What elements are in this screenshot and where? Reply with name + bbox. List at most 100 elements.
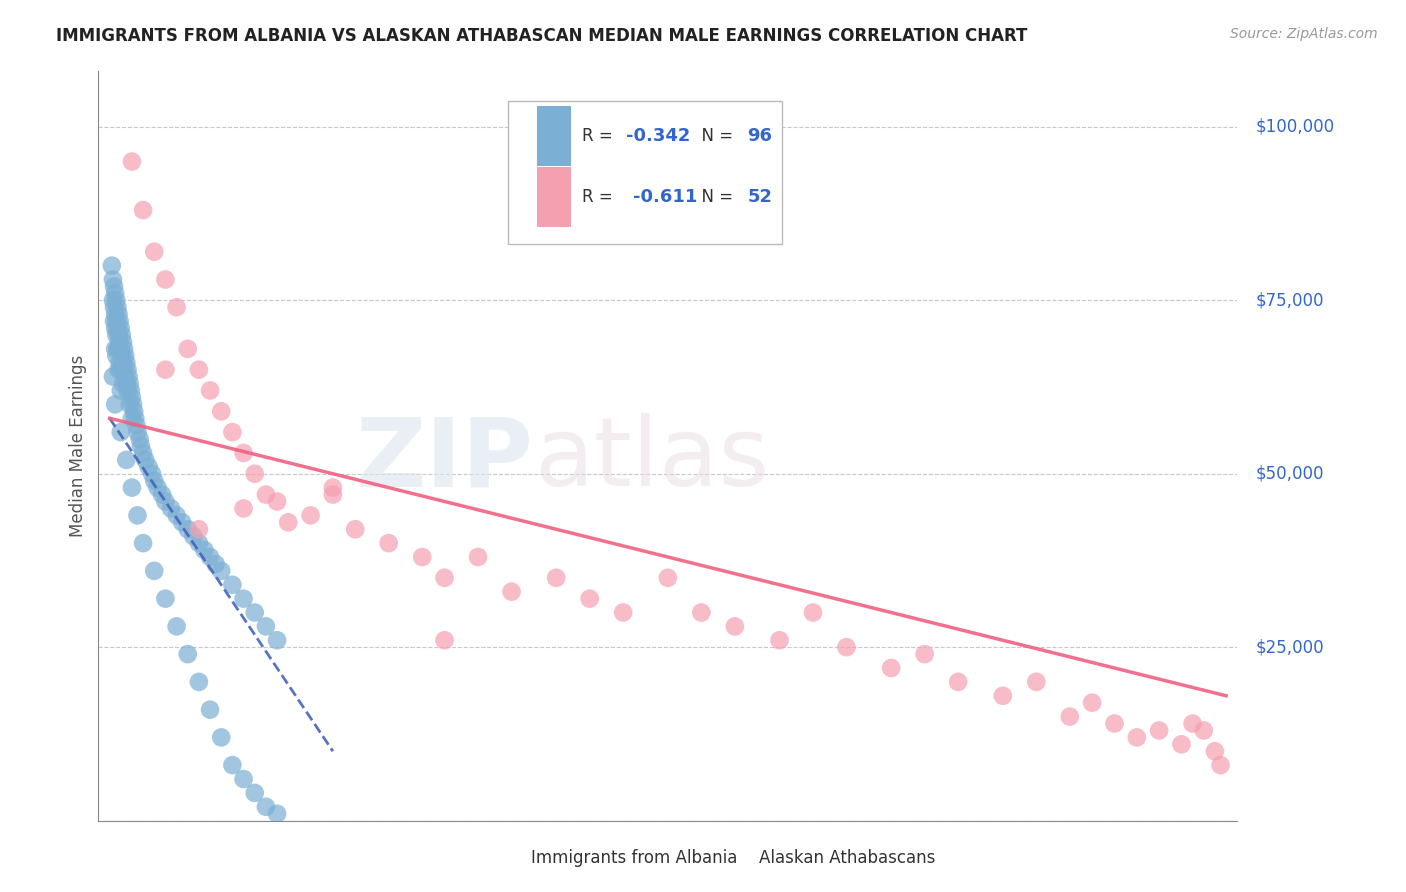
Point xyxy=(1209,758,1232,772)
Point xyxy=(118,376,141,391)
Point xyxy=(172,516,194,530)
Point xyxy=(266,633,288,648)
Point xyxy=(209,404,232,418)
Point xyxy=(1147,723,1170,738)
Point xyxy=(103,300,125,314)
Point xyxy=(107,328,129,343)
Point xyxy=(121,154,143,169)
Point xyxy=(232,772,254,786)
Point xyxy=(117,369,139,384)
Point xyxy=(121,391,143,405)
Point xyxy=(433,571,456,585)
Point xyxy=(134,453,156,467)
Text: Immigrants from Albania: Immigrants from Albania xyxy=(531,849,738,867)
Y-axis label: Median Male Earnings: Median Male Earnings xyxy=(69,355,87,537)
Point xyxy=(105,349,128,363)
Point xyxy=(118,397,141,411)
Point xyxy=(111,349,134,363)
Point xyxy=(143,244,166,259)
Point xyxy=(155,362,177,376)
Point xyxy=(690,606,713,620)
Point xyxy=(232,446,254,460)
Text: IMMIGRANTS FROM ALBANIA VS ALASKAN ATHABASCAN MEDIAN MALE EARNINGS CORRELATION C: IMMIGRANTS FROM ALBANIA VS ALASKAN ATHAB… xyxy=(56,27,1028,45)
Point xyxy=(108,334,131,349)
Point xyxy=(101,369,124,384)
Point xyxy=(501,584,523,599)
Point xyxy=(143,474,166,488)
Point xyxy=(150,487,173,501)
Point xyxy=(299,508,322,523)
Point xyxy=(114,369,136,384)
Point xyxy=(801,606,824,620)
Point xyxy=(1181,716,1204,731)
Point xyxy=(166,508,188,523)
Point xyxy=(143,564,166,578)
Point xyxy=(108,356,131,370)
Text: R =: R = xyxy=(582,127,619,145)
Point xyxy=(155,272,177,286)
Point xyxy=(612,606,634,620)
Point xyxy=(193,543,215,558)
Point xyxy=(204,557,226,571)
Point xyxy=(105,328,128,343)
Point xyxy=(104,321,127,335)
Point xyxy=(121,481,143,495)
Point xyxy=(243,786,266,800)
Point xyxy=(132,446,155,460)
Point xyxy=(107,342,129,356)
Point xyxy=(1204,744,1226,758)
Point xyxy=(155,591,177,606)
Point xyxy=(266,806,288,821)
Point xyxy=(724,619,747,633)
Point xyxy=(177,342,200,356)
Text: atlas: atlas xyxy=(534,413,769,507)
Point xyxy=(103,279,125,293)
Point xyxy=(111,356,134,370)
Point xyxy=(121,411,143,425)
Point xyxy=(166,619,188,633)
Point xyxy=(254,619,277,633)
Point xyxy=(344,522,367,536)
Point xyxy=(104,307,127,321)
FancyBboxPatch shape xyxy=(509,102,782,244)
Point xyxy=(991,689,1014,703)
Point xyxy=(1192,723,1215,738)
Point xyxy=(111,376,134,391)
Point xyxy=(146,481,169,495)
Point xyxy=(1104,716,1126,731)
Point xyxy=(110,384,132,398)
Point xyxy=(177,522,200,536)
Point xyxy=(1126,731,1149,745)
FancyBboxPatch shape xyxy=(537,167,571,227)
Point xyxy=(104,342,127,356)
Point xyxy=(183,529,205,543)
Text: -0.342: -0.342 xyxy=(626,127,690,145)
Point xyxy=(160,501,183,516)
Point xyxy=(377,536,399,550)
FancyBboxPatch shape xyxy=(537,106,571,166)
Point xyxy=(221,758,243,772)
Point xyxy=(946,674,969,689)
Point xyxy=(232,591,254,606)
Point xyxy=(105,314,128,328)
Point xyxy=(104,397,127,411)
Point xyxy=(105,293,128,308)
Point xyxy=(111,328,134,343)
Point xyxy=(127,508,149,523)
Point xyxy=(880,661,903,675)
Point xyxy=(221,425,243,439)
Point xyxy=(209,731,232,745)
Point xyxy=(128,432,150,446)
Text: $100,000: $100,000 xyxy=(1256,118,1334,136)
Text: N =: N = xyxy=(690,188,738,206)
Point xyxy=(1059,709,1081,723)
Point xyxy=(107,342,129,356)
Text: Source: ZipAtlas.com: Source: ZipAtlas.com xyxy=(1230,27,1378,41)
Point xyxy=(101,293,124,308)
Point xyxy=(103,314,125,328)
Point xyxy=(254,799,277,814)
Point xyxy=(467,549,489,564)
Point xyxy=(101,259,124,273)
Point xyxy=(187,522,209,536)
Point xyxy=(198,703,221,717)
